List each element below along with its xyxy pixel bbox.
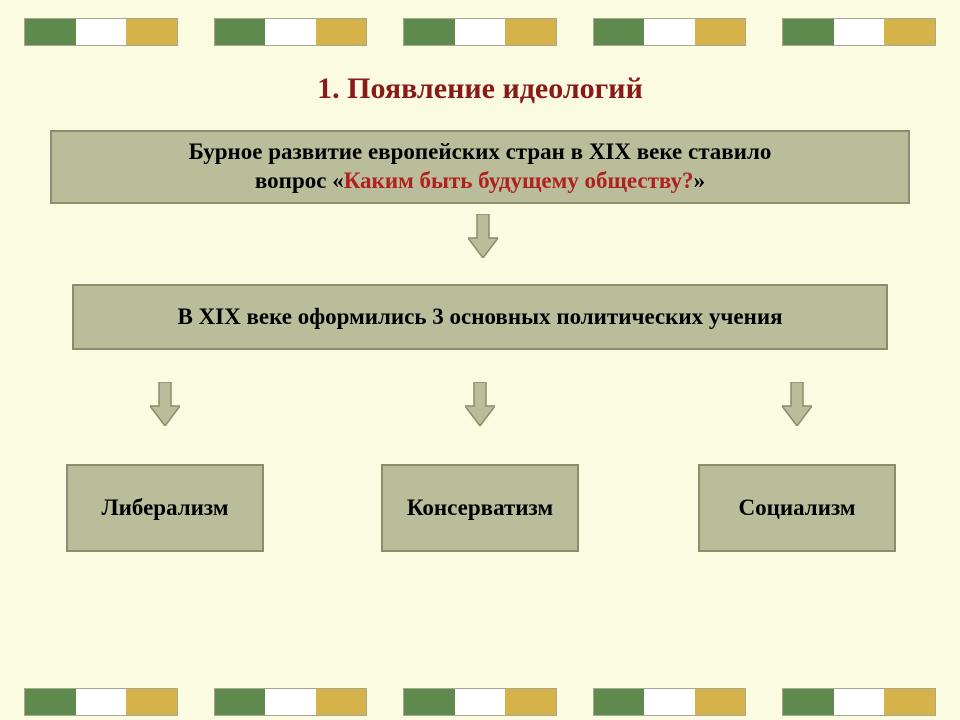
arrow-down-icon [468, 214, 498, 258]
decor-stripe [884, 19, 935, 45]
decor-stripe [265, 689, 316, 715]
decor-segment [782, 688, 936, 716]
ideology-conservatism: Консерватизм [381, 464, 579, 552]
box-intro-suffix: » [694, 168, 706, 193]
decor-stripe [76, 689, 127, 715]
decor-stripe [25, 689, 76, 715]
decor-stripe [455, 689, 506, 715]
decor-stripe [505, 689, 556, 715]
decor-stripe [455, 19, 506, 45]
decor-stripe [783, 689, 834, 715]
arrow-down-icon [782, 382, 812, 426]
page-title: 1. Появление идеологий [0, 72, 960, 106]
box-intro-prefix: вопрос « [255, 168, 344, 193]
decor-stripe [505, 19, 556, 45]
decor-stripe [76, 19, 127, 45]
decor-segment [214, 18, 368, 46]
box-middle: В XIX веке оформились 3 основных политич… [72, 284, 888, 350]
decor-segment [403, 688, 557, 716]
decor-stripe [404, 19, 455, 45]
decor-stripe [316, 19, 367, 45]
decor-stripe [215, 689, 266, 715]
decor-stripe [834, 19, 885, 45]
arrow-down-icon [150, 382, 180, 426]
decor-stripe [404, 689, 455, 715]
arrow-down-icon [465, 382, 495, 426]
decor-segment [782, 18, 936, 46]
decor-stripe [215, 19, 266, 45]
decor-stripe [695, 689, 746, 715]
decor-segment [593, 18, 747, 46]
decor-stripe [834, 689, 885, 715]
decor-stripe [594, 19, 645, 45]
decor-segment [214, 688, 368, 716]
decor-stripe [695, 19, 746, 45]
decor-segment [593, 688, 747, 716]
decor-segment [24, 18, 178, 46]
decor-stripe [25, 19, 76, 45]
decor-stripe [783, 19, 834, 45]
box-intro-line1: Бурное развитие европейских стран в XIX … [189, 138, 772, 167]
decor-stripe [265, 19, 316, 45]
decor-stripe [644, 689, 695, 715]
decor-stripe [594, 689, 645, 715]
box-intro-line2: вопрос «Каким быть будущему обществу?» [255, 167, 705, 196]
slide-root: 1. Появление идеологий Бурное развитие е… [0, 0, 960, 720]
decor-segment [403, 18, 557, 46]
decor-stripe [126, 19, 177, 45]
decor-segment [24, 688, 178, 716]
box-intro-highlight: Каким быть будущему обществу? [344, 168, 694, 193]
decor-bar-bottom [0, 688, 960, 716]
decor-stripe [884, 689, 935, 715]
decor-stripe [316, 689, 367, 715]
decor-bar-top [0, 18, 960, 46]
decor-stripe [644, 19, 695, 45]
decor-stripe [126, 689, 177, 715]
ideology-socialism: Социализм [698, 464, 896, 552]
ideology-liberalism: Либерализм [66, 464, 264, 552]
box-intro: Бурное развитие европейских стран в XIX … [50, 130, 910, 204]
